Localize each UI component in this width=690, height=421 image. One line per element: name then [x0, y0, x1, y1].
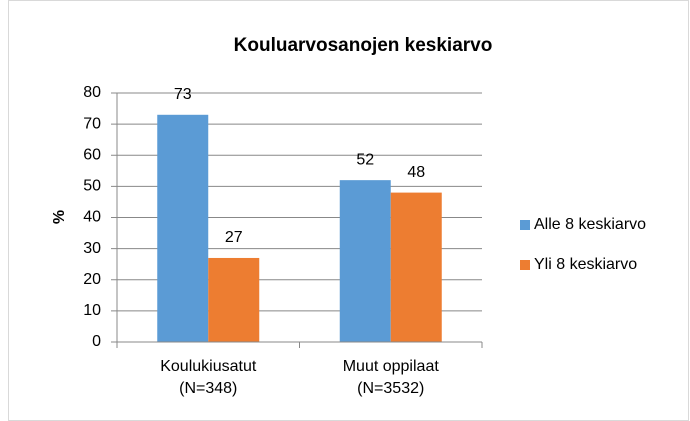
legend-label: Yli 8 keskiarvo	[534, 256, 637, 273]
bar	[390, 192, 442, 342]
y-tick-label: 40	[83, 209, 101, 226]
y-axis-label: %	[51, 210, 68, 224]
chart-title: Kouluarvosanojen keskiarvo	[234, 35, 493, 56]
data-label: 48	[407, 164, 425, 181]
y-tick-label: 60	[83, 146, 101, 163]
legend-swatch	[520, 260, 530, 270]
y-tick-label: 20	[83, 271, 101, 288]
legend-label: Alle 8 keskiarvo	[534, 216, 646, 233]
y-tick-label: 0	[92, 333, 101, 350]
bar	[157, 114, 209, 342]
legend-swatch	[520, 220, 530, 230]
y-tick-label: 30	[83, 240, 101, 257]
bar	[339, 180, 391, 342]
y-tick-label: 80	[83, 84, 101, 101]
data-label: 73	[174, 86, 192, 103]
x-tick-label: Koulukiusatut (N=348)	[160, 358, 257, 397]
data-label: 52	[356, 151, 374, 168]
y-tick-label: 70	[83, 115, 101, 132]
bar	[208, 257, 260, 342]
x-tick-label: Muut oppilaat (N=3532)	[343, 358, 440, 397]
data-label: 27	[225, 229, 243, 246]
y-tick-label: 10	[83, 302, 101, 319]
y-tick-label: 50	[83, 178, 101, 195]
